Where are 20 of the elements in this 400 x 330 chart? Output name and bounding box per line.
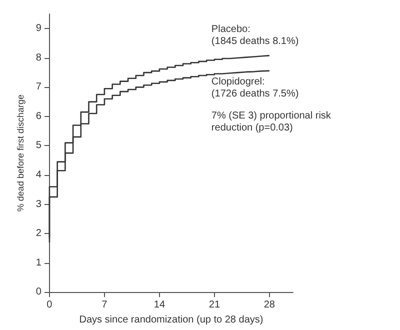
annotation: 7% (SE 3) proportional risk reduction (p=0.03) [211,110,332,134]
x-axis-title: Days since randomization (up to 28 days) [79,314,264,326]
y-tick-label: 7 [36,82,42,93]
y-tick-label: 3 [36,198,42,210]
series-label: Clopidogrel: (1726 deaths 7.5%) [211,76,299,100]
x-tick-label: 28 [264,300,276,311]
y-tick-label: 2 [36,228,42,240]
y-tick-label: 9 [36,23,42,34]
y-tick-label: 8 [36,52,42,64]
y-tick-label: 4 [36,170,42,181]
x-tick-label: 14 [154,300,166,311]
x-tick-label: 7 [102,300,108,311]
y-tick-label: 6 [36,110,42,122]
y-axis-title: % dead before first discharge [16,94,26,212]
x-tick-label: 21 [208,300,220,311]
y-tick-label: 5 [36,140,42,152]
y-tick-label: 1 [36,257,42,268]
series-label: Placebo: (1845 deaths 8.1%) [211,24,299,48]
y-tick-label: 0 [36,286,42,298]
x-tick-label: 0 [46,300,53,311]
